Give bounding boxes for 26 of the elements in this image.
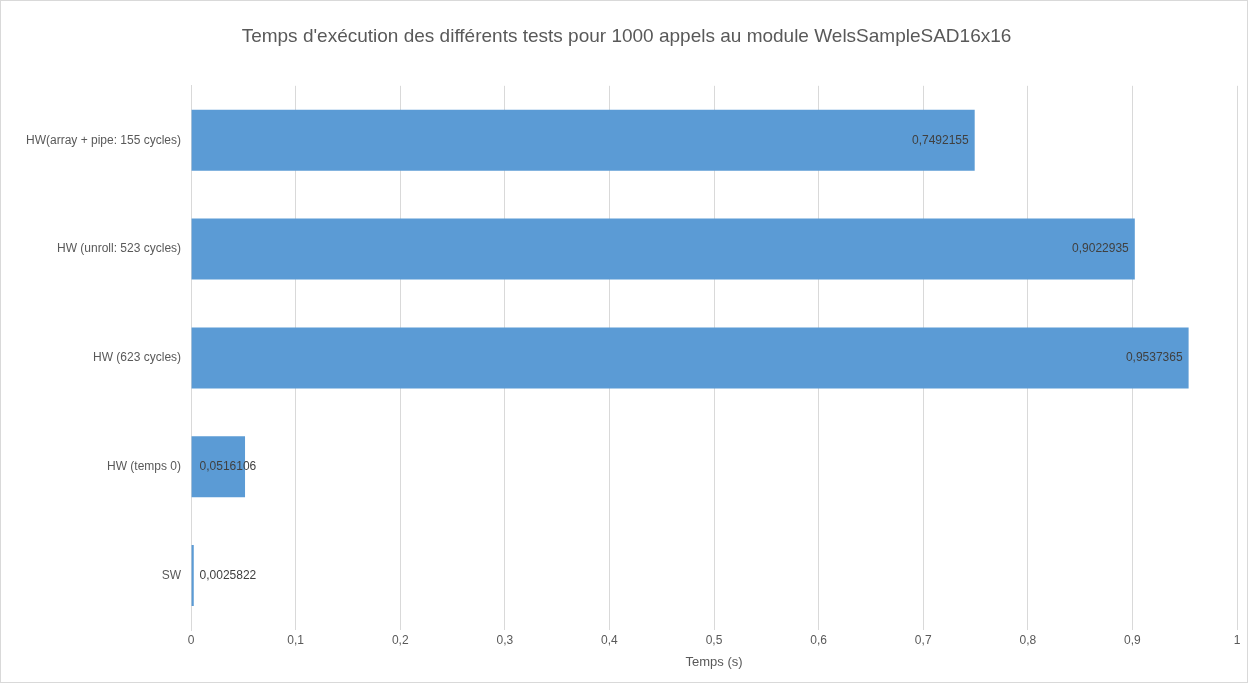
y-tick-label: SW <box>161 567 182 582</box>
data-label: 0,7492155 <box>911 132 970 147</box>
data-label: 0,9537365 <box>1125 350 1183 365</box>
x-tick-label: 0,8 <box>1019 632 1037 647</box>
bar <box>191 109 975 171</box>
x-tick-label: 0,9 <box>1124 632 1142 647</box>
y-tick-label: HW (623 cycles) <box>93 350 182 365</box>
bar <box>191 218 1135 280</box>
y-tick-label: HW(array + pipe: 155 cycles) <box>25 132 182 147</box>
y-tick-label: HW (temps 0) <box>107 459 182 474</box>
chart-title: Temps d'exécution des différents tests pour 1000 appels au module WelsSampleSAD16x16 <box>241 24 1012 46</box>
x-tick-label: 0 <box>187 632 195 647</box>
data-label: 0,0025822 <box>199 567 257 582</box>
x-tick-label: 0,2 <box>391 632 409 647</box>
x-tick-label: 0,4 <box>601 632 619 647</box>
bar <box>191 327 1189 389</box>
x-axis-title: Temps (s) <box>685 653 743 669</box>
x-tick-label: 0,3 <box>496 632 514 647</box>
data-label: 0,9022935 <box>1072 241 1130 256</box>
x-tick-label: 0,1 <box>287 632 305 647</box>
x-tick-label: 0,5 <box>705 632 723 647</box>
x-tick-label: 0,6 <box>810 632 828 647</box>
x-tick-label: 1 <box>1233 632 1241 647</box>
y-tick-label: HW (unroll: 523 cycles) <box>57 241 182 256</box>
x-tick-label: 0,7 <box>914 632 932 647</box>
bar <box>191 545 194 607</box>
